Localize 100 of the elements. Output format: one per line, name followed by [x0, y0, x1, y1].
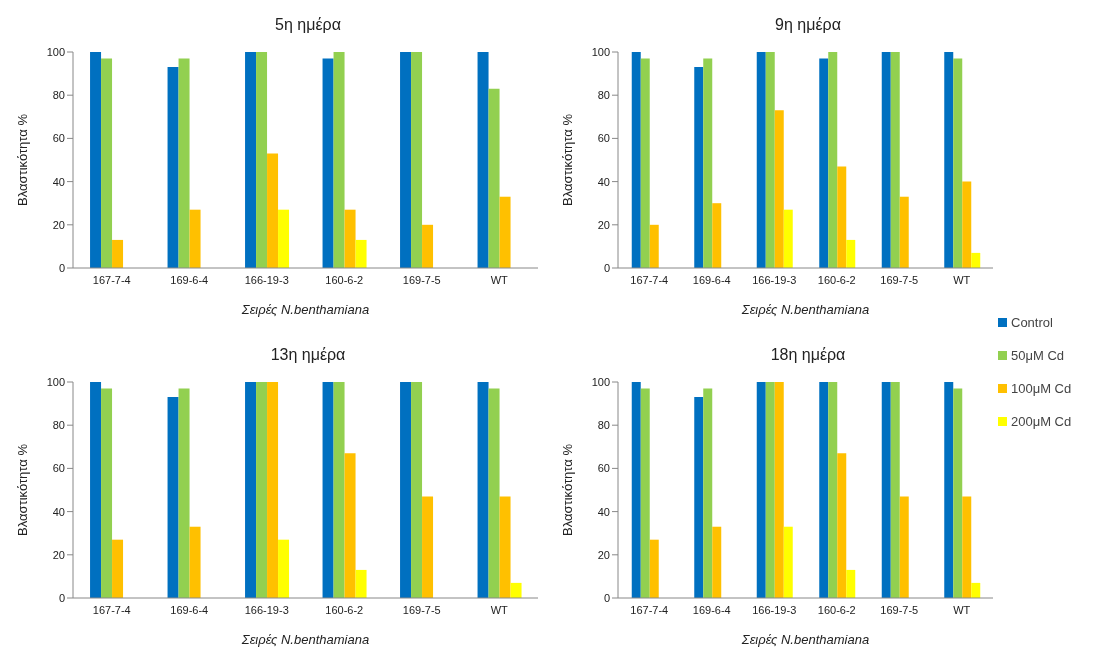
x-tick-label: 166-19-3 [244, 273, 289, 286]
x-tick-label: 167-7-4 [630, 603, 669, 616]
chart-title: 5η ημέρα [274, 16, 342, 34]
x-tick-label: 169-7-5 [402, 273, 441, 286]
bar [631, 52, 641, 268]
bar [694, 397, 704, 598]
bar [694, 67, 704, 268]
y-tick-label: 100 [591, 375, 610, 388]
bar [178, 58, 190, 268]
bar [640, 58, 650, 268]
bar [189, 209, 201, 268]
x-tick-label: WT [953, 603, 971, 616]
bar [881, 382, 891, 598]
y-tick-label: 80 [52, 89, 65, 102]
bar [267, 153, 279, 268]
bar [712, 203, 722, 268]
y-tick-label: 0 [58, 591, 65, 604]
x-tick-label: 160-6-2 [817, 273, 856, 286]
bar [499, 196, 511, 268]
y-axis-title: Βλαστικότητα % [14, 443, 30, 536]
bar [400, 382, 412, 598]
x-tick-label: WT [953, 273, 971, 286]
x-tick-label: 166-19-3 [752, 603, 797, 616]
bar [178, 388, 190, 598]
bar [344, 209, 356, 268]
bar [774, 110, 784, 268]
bar [890, 52, 900, 268]
x-tick-label: 160-6-2 [325, 603, 364, 616]
bar [828, 382, 838, 598]
y-axis-title: Βλαστικότητα % [14, 113, 30, 206]
bar [703, 388, 713, 598]
x-tick-label: 167-7-4 [92, 273, 131, 286]
bar [256, 382, 268, 598]
y-tick-label: 60 [52, 132, 65, 145]
bar [944, 382, 954, 598]
y-axis-title: Βλαστικότητα % [559, 113, 575, 206]
x-tick-label: 160-6-2 [817, 603, 856, 616]
legend-label: 100μM Cd [1011, 381, 1072, 396]
bar [322, 382, 334, 598]
x-tick-label: 169-6-4 [170, 603, 209, 616]
bar [101, 58, 113, 268]
bar [333, 52, 345, 268]
bar [846, 239, 856, 268]
bar [756, 382, 766, 598]
bar [90, 382, 102, 598]
bar [649, 224, 659, 268]
bar [245, 52, 257, 268]
y-tick-label: 60 [597, 132, 610, 145]
bar [962, 181, 972, 268]
y-tick-label: 60 [597, 462, 610, 475]
y-tick-label: 60 [52, 462, 65, 475]
chart-title: 13η ημέρα [269, 346, 347, 364]
bar [267, 382, 279, 598]
y-tick-label: 100 [46, 375, 65, 388]
y-tick-label: 20 [52, 218, 65, 231]
bar [411, 382, 423, 598]
y-tick-label: 40 [52, 175, 65, 188]
bar [499, 496, 511, 598]
bar [640, 388, 650, 598]
bar [953, 58, 963, 268]
bar [971, 252, 981, 268]
bar [971, 582, 981, 598]
bar [712, 526, 722, 598]
x-axis-title: Σειρές N.benthamiana [740, 302, 870, 317]
x-tick-label: 167-7-4 [92, 603, 131, 616]
bar [899, 496, 909, 598]
bar [774, 382, 784, 598]
bar [167, 67, 179, 268]
x-axis-title: Σειρές N.benthamiana [240, 632, 370, 647]
bar [256, 52, 268, 268]
x-tick-label: 166-19-3 [752, 273, 797, 286]
x-tick-label: 166-19-3 [244, 603, 289, 616]
x-tick-label: 169-6-4 [692, 273, 731, 286]
y-tick-label: 80 [597, 89, 610, 102]
bar [355, 569, 367, 598]
legend-label: Control [1011, 315, 1053, 330]
bar [90, 52, 102, 268]
legend-label: 200μM Cd [1011, 414, 1072, 429]
x-tick-label: 169-7-5 [880, 273, 919, 286]
x-axis-title: Σειρές N.benthamiana [740, 632, 870, 647]
bar [819, 382, 829, 598]
bar [765, 382, 775, 598]
chart-title: 9η ημέρα [774, 16, 842, 34]
bar [649, 539, 659, 598]
bar [400, 52, 412, 268]
y-tick-label: 20 [52, 548, 65, 561]
bar [819, 58, 829, 268]
x-tick-label: 169-6-4 [692, 603, 731, 616]
bar [765, 52, 775, 268]
bar [333, 382, 345, 598]
bar [411, 52, 423, 268]
bar [278, 209, 290, 268]
bar [846, 569, 856, 598]
bar [488, 388, 500, 598]
bar [837, 166, 847, 268]
bar [422, 224, 434, 268]
bar [953, 388, 963, 598]
bar [477, 52, 489, 268]
bar [355, 239, 367, 268]
bar [488, 88, 500, 268]
